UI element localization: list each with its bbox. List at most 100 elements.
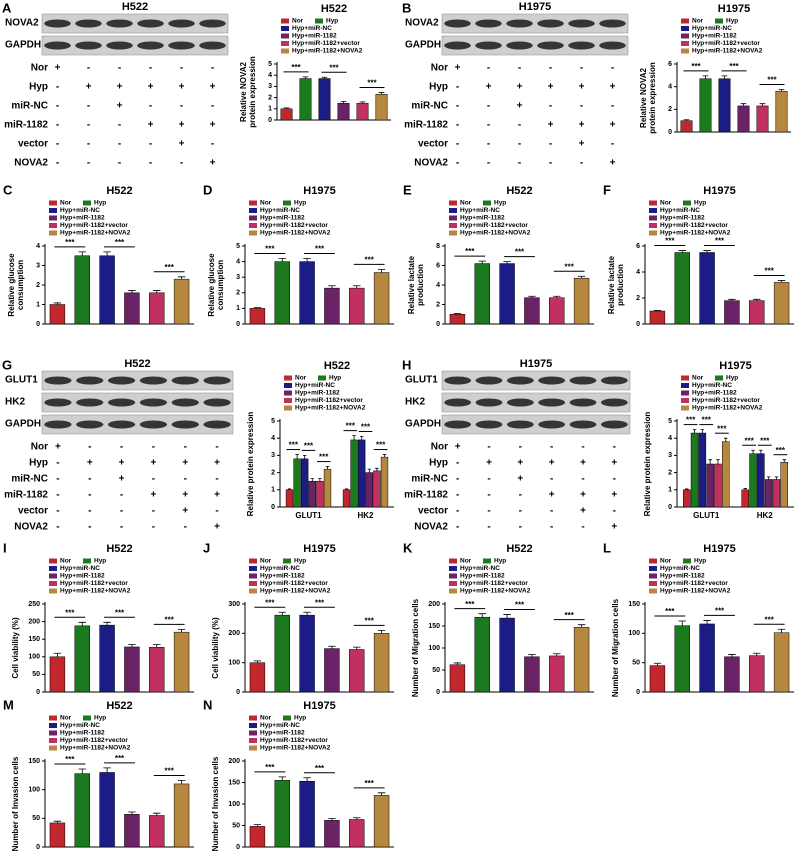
sign: + <box>210 158 216 169</box>
legend-label: Hyp+miR-1182+NOVA2 <box>295 405 366 412</box>
sign: - <box>88 522 91 533</box>
legend-swatch <box>49 200 57 206</box>
bar <box>124 646 140 693</box>
row-label: vector <box>418 506 448 517</box>
error-bar <box>302 455 307 459</box>
error-bar <box>78 621 86 626</box>
bar <box>293 458 301 508</box>
sign: - <box>456 474 459 485</box>
blot-band <box>569 420 597 429</box>
bar <box>380 456 389 508</box>
y-tick-label: 2 <box>268 94 272 101</box>
sign: + <box>148 120 154 131</box>
sign: - <box>487 63 490 74</box>
panel-letter: B <box>402 0 411 15</box>
significance-label: *** <box>164 767 174 776</box>
legend-label: Hyp <box>326 18 338 25</box>
y-tick-label: 2 <box>668 469 672 476</box>
bar <box>699 78 712 133</box>
bar <box>49 822 66 848</box>
x-tick-label: HK2 <box>757 511 774 520</box>
legend-label: Hyp+miR-1182+vector <box>692 397 760 404</box>
error-bar <box>303 611 311 616</box>
bar <box>674 625 690 693</box>
legend-swatch <box>449 566 457 571</box>
y-axis-label: Relative protein expression <box>246 412 255 517</box>
blot-band <box>171 420 199 429</box>
legend-swatch <box>83 200 91 206</box>
x-tick-label: GLUT1 <box>693 511 720 520</box>
legend-swatch <box>281 33 289 39</box>
blot-band <box>444 420 472 429</box>
sign: - <box>152 506 155 517</box>
sign: - <box>487 474 490 485</box>
error-bar <box>759 449 763 454</box>
y-tick-label: 100 <box>228 660 240 667</box>
blot-band <box>506 420 534 429</box>
sign: - <box>549 63 552 74</box>
error-bar <box>453 662 462 665</box>
x-tick-label: GLUT1 <box>295 511 322 520</box>
bar <box>749 655 765 693</box>
legend-label: Hyp+miR-1182+vector <box>460 222 528 229</box>
legend-swatch <box>249 215 257 221</box>
y-axis-label: Cell viability (%) <box>211 617 220 679</box>
bar <box>324 648 340 693</box>
legend-label: Hyp+miR-NC <box>460 565 500 572</box>
panel-letter: J <box>203 540 210 555</box>
sign: - <box>456 120 459 131</box>
legend-label: Hyp+miR-1182 <box>660 573 705 580</box>
significance-label: *** <box>367 79 377 88</box>
y-tick-label: 200 <box>228 758 240 765</box>
error-bar <box>721 75 728 79</box>
row-label: Nor <box>31 442 48 453</box>
bar <box>173 631 190 693</box>
error-bar <box>503 614 511 619</box>
legend-label: Nor <box>660 200 672 207</box>
sign: - <box>88 474 91 485</box>
y-axis-label: Relative NOVA2 <box>239 62 248 122</box>
significance-label: *** <box>315 598 325 607</box>
error-bar <box>478 260 486 264</box>
error-bar <box>359 101 366 104</box>
sign: - <box>518 139 521 150</box>
legend-swatch <box>649 208 657 213</box>
legend-swatch <box>249 208 257 213</box>
blot-strip <box>41 414 234 435</box>
row-label: miR-NC <box>411 474 448 485</box>
sign: - <box>550 506 553 517</box>
sign: + <box>549 458 555 469</box>
y-tick-label: 2 <box>668 106 672 113</box>
row-label: miR-NC <box>411 101 448 112</box>
bar <box>308 480 316 508</box>
legend-swatch <box>681 18 689 24</box>
y-tick-label: 2 <box>636 295 640 302</box>
sign: + <box>119 474 125 485</box>
bar <box>499 617 515 693</box>
legend-swatch <box>315 18 323 24</box>
bar <box>764 479 773 508</box>
significance-label: *** <box>465 600 475 609</box>
error-bar <box>759 103 766 106</box>
legend-swatch <box>449 581 457 586</box>
legend-swatch <box>283 558 291 564</box>
y-tick-label: 5 <box>668 418 672 425</box>
legend-swatch <box>281 48 289 54</box>
legend-label: Hyp+miR-NC <box>692 382 732 389</box>
legend-label: Hyp+miR-NC <box>292 25 332 32</box>
panel-letter: K <box>403 540 413 555</box>
legend-label: Hyp+miR-1182+NOVA2 <box>692 48 763 55</box>
panel-letter: M <box>3 697 14 712</box>
bar <box>337 102 350 121</box>
legend-label: Hyp <box>694 200 706 207</box>
row-label: Hyp <box>429 458 448 469</box>
bar <box>749 300 765 325</box>
blot-band <box>538 398 566 407</box>
bar <box>373 470 381 508</box>
blot-band <box>75 41 102 50</box>
legend-label: Hyp <box>494 200 506 207</box>
blot-band <box>568 19 595 28</box>
legend-label: Hyp+miR-1182+vector <box>260 737 328 744</box>
y-tick-label: 100 <box>28 654 40 661</box>
sign: - <box>118 120 121 131</box>
